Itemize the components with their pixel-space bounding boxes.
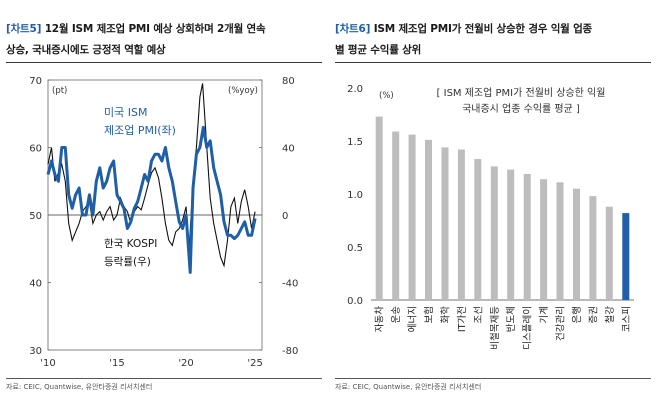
- ism-series-label-line1: 미국 ISM: [104, 106, 147, 119]
- bar-4: [441, 147, 449, 300]
- bar-category-label: 화학: [441, 306, 452, 324]
- bar-1: [392, 131, 400, 300]
- x-tick-label: '10: [40, 358, 55, 369]
- bar-category-label: 건강관리: [556, 306, 567, 341]
- left-title-divider: [6, 62, 322, 63]
- bar-note-line2: 국내증시 업종 수익률 평균 ]: [462, 102, 580, 115]
- bar-9: [523, 173, 531, 300]
- ism-pmi-series-line: [46, 125, 257, 274]
- bar-category-label: 에너지: [408, 306, 419, 332]
- left-chart-tag: [차트5]: [6, 23, 42, 35]
- bar-category-label: 철강: [605, 306, 616, 324]
- left-chart-title-line2: 상승, 국내증시에도 긍정적 역할 예상: [6, 44, 166, 56]
- bar-y-tick-label: 2.0: [347, 84, 363, 95]
- left-source-text: 자료: CEIC, Quantwise, 유안타증권 리서치센터: [6, 383, 153, 391]
- right-y-tick-label: 40: [282, 144, 295, 155]
- left-y-tick-label: 40: [29, 279, 42, 290]
- bar-6: [474, 159, 482, 300]
- right-source-text: 자료: CEIC, Quantwise, 유안타증권 리서치센터: [335, 383, 482, 391]
- ism-series-label-line2: 제조업 PMI(좌): [104, 124, 176, 137]
- right-chart-title-line2: 별 평균 수익률 상위: [335, 44, 422, 56]
- bar-category-label: 운송: [391, 306, 402, 324]
- x-tick-label: '15: [109, 358, 124, 369]
- left-source-divider: [6, 378, 322, 379]
- right-title-divider: [335, 62, 651, 63]
- right-bar-chart: 0.0 0.5 1.0 1.5 2.0 (%) [ ISM 제조업 PMI가 전월비 상승한…: [347, 84, 634, 350]
- left-chart-panel: [차트5] 12월 ISM 제조업 PMI 예상 상회하며 2개월 연속 상승,…: [6, 21, 322, 391]
- x-tick-label: '25: [247, 358, 262, 369]
- bar-y-tick-label: 0.0: [347, 296, 363, 307]
- left-axis-unit: (pt): [52, 86, 67, 96]
- bar-10: [540, 179, 548, 300]
- bar-15: [622, 213, 630, 300]
- kospi-series-label-line2: 등락률(우): [104, 256, 151, 268]
- bar-category-label: 증권: [587, 306, 599, 323]
- bar-5: [457, 149, 465, 300]
- bar-13: [589, 196, 597, 300]
- left-y-tick-label: 60: [29, 144, 42, 155]
- right-y-tick-label: -40: [282, 279, 298, 290]
- bar-8: [507, 169, 515, 300]
- bar-category-label: 보험: [424, 306, 435, 323]
- x-tick-label: '20: [178, 358, 193, 369]
- bar-category-label: 기계: [538, 306, 550, 323]
- right-y-tick-label: 80: [282, 76, 295, 87]
- bar-category-label: 자동차: [374, 306, 386, 332]
- right-chart-title-text: ISM 제조업 PMI가 전월비 상승한 경우 익월 업종: [373, 23, 593, 35]
- bar-y-tick-label: 1.5: [347, 137, 363, 148]
- bar-category-label: 조선: [473, 306, 484, 323]
- bar-y-tick-label: 0.5: [347, 243, 363, 254]
- bar-category-label: 비철목재등: [490, 306, 501, 350]
- left-line-chart: 30 40 50 60 70 -80 -40 0 40 80 '10 '15 '20 '25 (pt) (%y…: [29, 76, 298, 369]
- bar-y-tick-label: 1.0: [347, 190, 363, 201]
- left-y-tick-label: 50: [29, 211, 42, 222]
- bar-14: [605, 206, 613, 300]
- bar-category-label: 은행: [571, 306, 583, 323]
- bar-3: [425, 139, 432, 300]
- right-axis-unit: (%yoy): [228, 86, 258, 96]
- right-chart-panel: [차트6] ISM 제조업 PMI가 전월비 상승한 경우 익월 업종 별 평균…: [329, 0, 658, 400]
- left-chart-title-text: 12월 ISM 제조업 PMI 예상 상회하며 2개월 연속: [44, 23, 266, 35]
- bar-note-line1: [ ISM 제조업 PMI가 전월비 상승한 익월: [437, 86, 606, 99]
- bar-category-label: 코스피: [621, 306, 632, 332]
- left-y-tick-label: 70: [29, 76, 42, 87]
- left-chart-title-line1: [차트5] 12월 ISM 제조업 PMI 예상 상회하며 2개월 연속: [6, 21, 266, 36]
- bar-7: [490, 166, 498, 300]
- bar-category-label: 디스플레이: [523, 306, 534, 350]
- bar-category-label: IT가전: [457, 306, 468, 332]
- bar-12: [573, 188, 580, 300]
- right-y-tick-label: -80: [282, 346, 298, 357]
- bar-0: [375, 116, 383, 300]
- right-chart-tag: [차트6]: [335, 23, 371, 35]
- right-y-tick-label: 0: [282, 211, 288, 222]
- bar-2: [408, 134, 416, 300]
- bar-category-label: 반도체: [506, 306, 517, 332]
- bar-y-unit: (%): [379, 91, 394, 101]
- kospi-series-label-line1: 한국 KOSPI: [104, 238, 157, 250]
- bar-11: [556, 182, 564, 300]
- left-y-tick-label: 30: [29, 346, 42, 357]
- right-source-divider: [335, 378, 651, 379]
- right-chart-title-line1: [차트6] ISM 제조업 PMI가 전월비 상승한 경우 익월 업종: [335, 21, 592, 36]
